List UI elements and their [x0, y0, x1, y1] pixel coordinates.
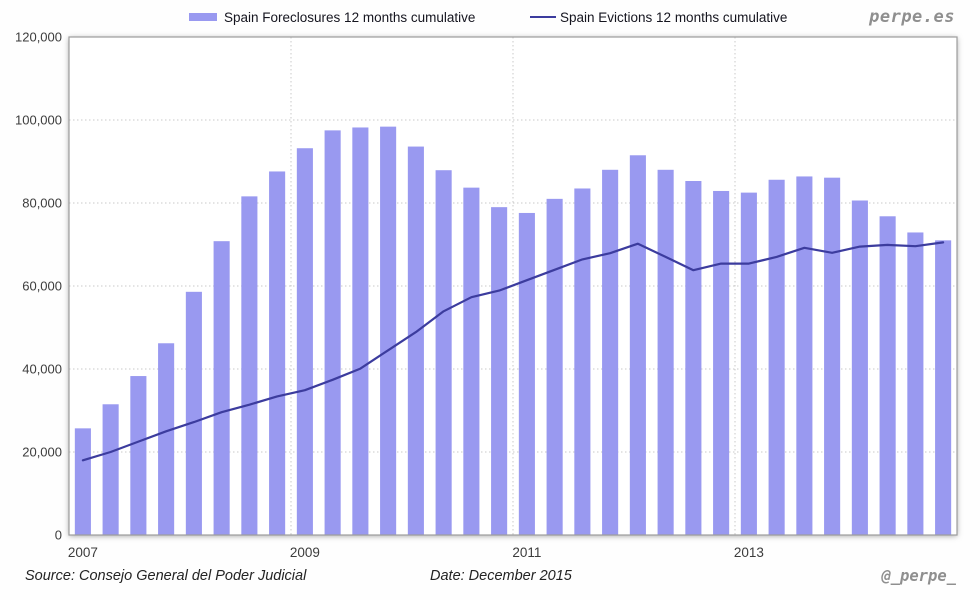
y-tick-label: 60,000 — [22, 279, 62, 294]
foreclosures-bar — [518, 212, 535, 535]
foreclosures-bar — [851, 200, 868, 535]
twitter-handle: @_perpe_ — [881, 567, 956, 585]
foreclosures-bar — [824, 177, 841, 535]
foreclosures-bar — [158, 343, 175, 535]
date-note: Date: December 2015 — [430, 568, 572, 584]
foreclosures-bar — [463, 187, 480, 535]
foreclosures-bar — [629, 155, 646, 535]
foreclosures-bar — [768, 179, 785, 535]
x-tick-label: 2013 — [734, 545, 764, 560]
foreclosures-bar — [713, 190, 730, 535]
foreclosures-bar — [879, 216, 896, 535]
y-tick-label: 0 — [55, 528, 62, 543]
legend-item-foreclosures: Spain Foreclosures 12 months cumulative — [189, 8, 475, 26]
foreclosures-bar — [102, 404, 119, 535]
foreclosures-bar — [935, 240, 952, 535]
source-note: Source: Consejo General del Poder Judici… — [25, 568, 307, 584]
foreclosures-bar — [657, 169, 674, 536]
y-tick-label: 40,000 — [22, 362, 62, 377]
x-tick-label: 2011 — [512, 545, 541, 560]
foreclosures-bar — [213, 241, 230, 535]
foreclosures-bar — [324, 130, 341, 535]
foreclosures-bar — [740, 192, 757, 535]
foreclosures-bar — [185, 291, 202, 535]
foreclosures-bar — [380, 126, 397, 535]
legend: Spain Foreclosures 12 months cumulative … — [0, 0, 980, 32]
foreclosures-bar — [546, 198, 563, 535]
foreclosures-bar-swatch-icon — [189, 13, 217, 21]
legend-label-foreclosures: Spain Foreclosures 12 months cumulative — [224, 9, 476, 25]
evictions-line — [81, 241, 945, 462]
foreclosures-bar — [241, 196, 258, 536]
evictions-line-swatch-icon — [530, 16, 556, 18]
y-tick-label: 80,000 — [22, 196, 62, 211]
foreclosures-bar — [602, 169, 619, 536]
foreclosures-bar — [352, 127, 369, 535]
foreclosures-bar — [296, 148, 313, 535]
foreclosures-bar — [491, 207, 508, 535]
foreclosures-bar — [574, 188, 591, 535]
foreclosures-bar — [269, 171, 286, 535]
site-logo: perpe.es — [869, 7, 955, 27]
foreclosures-bar — [435, 170, 452, 535]
legend-label-evictions: Spain Evictions 12 months cumulative — [560, 9, 788, 25]
foreclosures-bar — [130, 376, 147, 535]
plot-frame — [68, 36, 958, 536]
y-tick-label: 120,000 — [15, 30, 62, 45]
foreclosures-bar — [74, 428, 91, 535]
foreclosures-bar — [685, 181, 702, 535]
x-tick-label: 2007 — [68, 545, 98, 560]
foreclosures-bar — [407, 146, 424, 535]
y-tick-label: 20,000 — [22, 445, 62, 460]
legend-item-evictions: Spain Evictions 12 months cumulative — [530, 8, 787, 26]
y-tick-label: 100,000 — [15, 113, 62, 128]
foreclosures-bar — [907, 232, 924, 535]
x-tick-label: 2009 — [290, 545, 320, 560]
foreclosures-bar — [796, 176, 813, 535]
